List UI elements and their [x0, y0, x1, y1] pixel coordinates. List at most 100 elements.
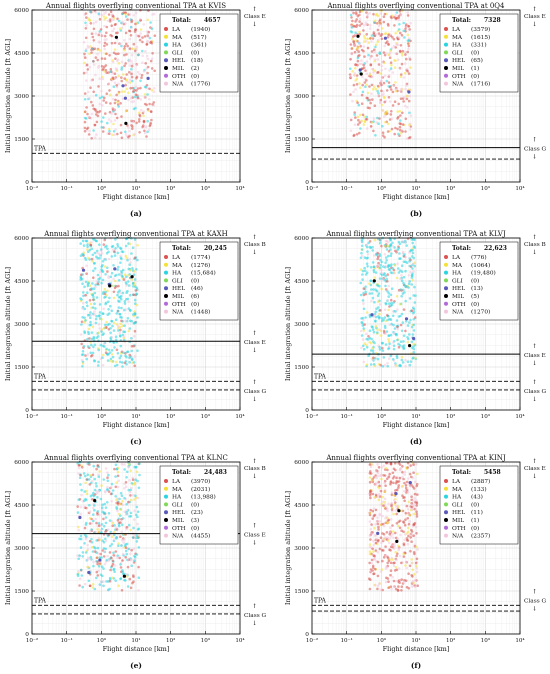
- data-point: [384, 507, 387, 510]
- data-point: [410, 540, 413, 543]
- data-point: [110, 535, 114, 538]
- data-point: [372, 268, 376, 272]
- legend-marker: [164, 73, 168, 78]
- data-point: [371, 569, 374, 572]
- data-point: [133, 481, 137, 485]
- y-axis-label: Initial integration altitude [ft AGL]: [284, 39, 292, 153]
- data-point: [108, 129, 111, 133]
- data-point: [383, 253, 387, 256]
- data-point: [102, 517, 105, 521]
- data-point: [376, 574, 380, 578]
- data-point: [141, 36, 144, 39]
- data-point: [366, 250, 369, 253]
- data-point: [136, 87, 140, 90]
- data-point: [101, 503, 104, 507]
- data-point: [113, 101, 117, 105]
- data-point: [380, 89, 383, 93]
- legend-marker: [444, 66, 448, 70]
- data-point: [380, 260, 384, 264]
- data-point: [389, 293, 393, 297]
- data-point: [357, 103, 361, 107]
- data-point: [411, 267, 414, 270]
- data-point: [112, 321, 116, 325]
- data-point: [352, 40, 355, 43]
- data-point: [394, 536, 398, 540]
- panel-letter: (e): [130, 661, 142, 670]
- data-point: [372, 32, 376, 36]
- data-point: [85, 492, 89, 496]
- data-point: [117, 501, 120, 505]
- data-point: [393, 462, 397, 465]
- data-point: [135, 303, 139, 307]
- data-point: [130, 482, 134, 485]
- data-point: [388, 118, 392, 121]
- data-point: [381, 277, 385, 281]
- data-point: [131, 281, 135, 285]
- data-point: [376, 294, 380, 298]
- data-point: [135, 76, 138, 80]
- data-point: [405, 491, 408, 494]
- data-point: [121, 365, 124, 368]
- data-point: [88, 539, 92, 543]
- data-point: [361, 269, 365, 273]
- data-point: [136, 53, 140, 57]
- data-point: [106, 289, 109, 293]
- data-point: [105, 25, 109, 29]
- data-point: [153, 34, 157, 37]
- data-point: [392, 44, 396, 48]
- data-point: [378, 117, 381, 120]
- data-point: [371, 349, 375, 353]
- data-point: [369, 125, 373, 128]
- data-point: [383, 363, 387, 367]
- data-point: [102, 478, 105, 481]
- legend-count: (0): [191, 49, 199, 56]
- data-point: [113, 267, 117, 271]
- data-point: [358, 68, 362, 72]
- legend-code: N/A: [452, 82, 464, 88]
- data-point: [353, 111, 357, 114]
- data-point: [98, 102, 102, 106]
- data-point: [131, 536, 135, 539]
- data-point: [128, 242, 132, 246]
- data-point: [361, 273, 364, 276]
- data-point: [120, 76, 123, 79]
- legend-count: (5): [471, 293, 479, 300]
- data-point: [110, 500, 113, 503]
- data-point: [392, 544, 395, 547]
- legend-code: HA: [172, 43, 182, 49]
- data-point: [89, 86, 92, 89]
- data-point: [386, 299, 390, 302]
- data-point: [371, 492, 375, 496]
- data-point: [90, 537, 93, 541]
- data-point: [126, 258, 129, 262]
- data-point: [117, 19, 121, 23]
- data-point: [86, 558, 89, 562]
- data-point: [100, 328, 104, 331]
- data-point: [85, 127, 89, 131]
- data-point: [394, 501, 397, 504]
- data-point: [389, 318, 393, 321]
- data-point: [415, 504, 419, 507]
- legend-code: N/A: [452, 310, 464, 316]
- data-point: [93, 251, 97, 255]
- legend-marker: [164, 42, 168, 47]
- y-tick-label: 0: [25, 408, 29, 414]
- data-point: [404, 299, 408, 303]
- legend-marker: [164, 81, 168, 86]
- data-point: [127, 500, 130, 504]
- data-point: [415, 532, 418, 535]
- data-point: [95, 239, 98, 243]
- data-point: [97, 40, 101, 43]
- data-point: [386, 477, 389, 481]
- data-point: [356, 123, 360, 126]
- data-point: [92, 269, 95, 273]
- data-point: [372, 279, 376, 283]
- data-point: [88, 248, 92, 252]
- data-point: [126, 18, 129, 21]
- y-tick-label: 6000: [14, 460, 29, 466]
- data-point: [101, 264, 104, 267]
- data-point: [133, 238, 137, 241]
- data-point: [400, 329, 404, 333]
- data-point: [145, 84, 149, 87]
- data-point: [88, 510, 92, 513]
